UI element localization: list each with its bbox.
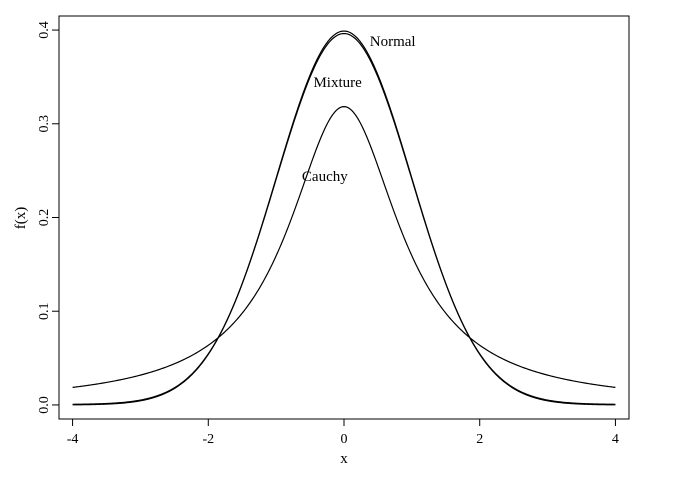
series-normal-line: [72, 30, 616, 406]
y-tick-label: 0.2: [37, 209, 52, 227]
x-axis: -4 -2 0 2 4: [67, 418, 619, 447]
x-axis-title: x: [340, 451, 348, 467]
x-tick-label: 4: [612, 432, 619, 447]
y-tick-label: 0.3: [37, 115, 52, 133]
label-mixture: Mixture: [313, 75, 362, 91]
curves: [72, 30, 616, 406]
x-tick-label: -2: [202, 432, 214, 447]
y-axis-title: f(x): [13, 207, 29, 230]
x-tick-label: -4: [67, 432, 79, 447]
label-normal: Normal: [370, 34, 416, 50]
series-mixture-line: [72, 32, 616, 405]
y-axis: 0.0 0.1 0.2 0.3 0.4: [37, 21, 60, 414]
series-cauchy-line: [72, 106, 616, 388]
x-tick-label: 0: [341, 432, 348, 447]
x-tick-label: 2: [476, 432, 483, 447]
label-cauchy: Cauchy: [302, 169, 348, 185]
curve-labels: Normal Mixture Cauchy: [302, 34, 416, 185]
y-tick-label: 0.4: [37, 21, 52, 39]
y-tick-label: 0.0: [37, 396, 52, 414]
y-tick-label: 0.1: [37, 302, 52, 320]
